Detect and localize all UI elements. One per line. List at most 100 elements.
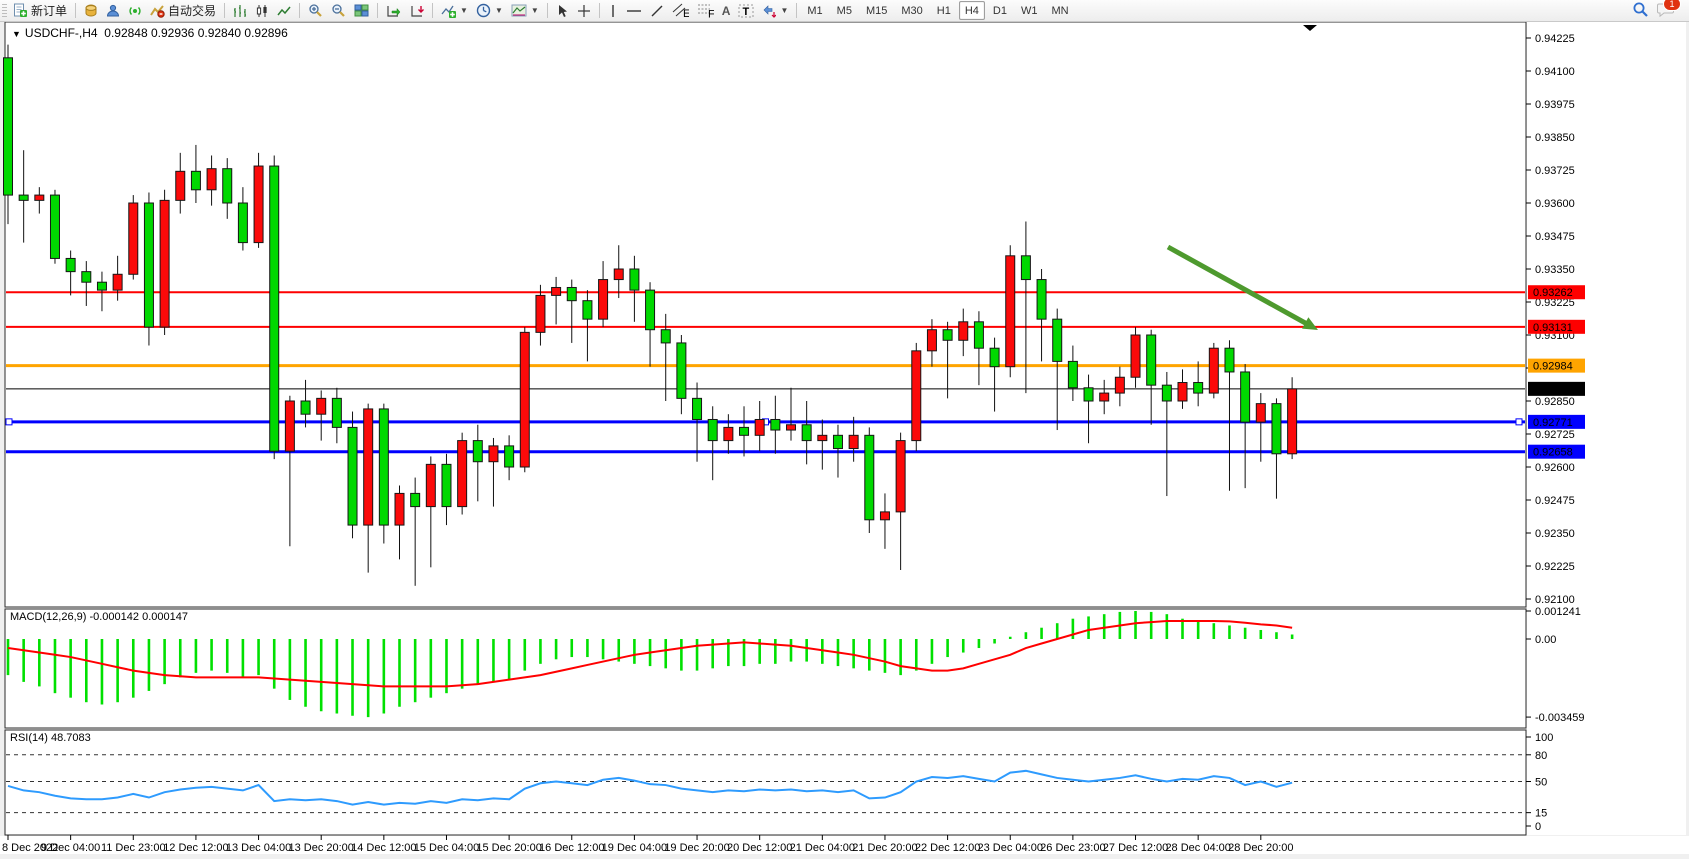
timeframe-button-M1[interactable]: M1 (807, 4, 823, 17)
chart-title[interactable]: ▼ USDCHF-,H4 0.92848 0.92936 0.92840 0.92… (12, 26, 288, 40)
line-selection-handle[interactable] (5, 418, 13, 426)
line-chart-icon (277, 4, 291, 18)
crosshair-icon (577, 4, 591, 18)
search-icon[interactable] (1632, 1, 1649, 21)
periods-button[interactable]: ▼ (472, 1, 507, 21)
accounts-button[interactable] (102, 1, 124, 21)
main-chart-panel[interactable] (4, 21, 1527, 608)
time-axis-label: 19 Dec 04:00 (602, 842, 667, 854)
time-axis-label: 12 Dec 12:00 (163, 842, 228, 854)
toolbar-separator (546, 3, 548, 18)
bear-candle (1193, 382, 1204, 394)
price-axis-tick-label: 0.92850 (1535, 396, 1575, 408)
bull-candle (1130, 334, 1141, 378)
auto-trading-toggle[interactable]: 自动交易 (146, 1, 220, 21)
new-order-button[interactable]: 新订单 (9, 1, 71, 21)
timeframe-button-M15[interactable]: M15 (865, 4, 888, 17)
price-tag-box (1528, 414, 1585, 429)
bear-candle (645, 289, 656, 331)
bull-candle (284, 400, 295, 452)
crosshair-tool-button[interactable] (573, 1, 595, 21)
price-axis-tick-label: 0.93225 (1535, 297, 1575, 309)
bull-candle (1208, 347, 1219, 394)
price-tag-box (1528, 444, 1585, 459)
toolbar-separator (796, 3, 798, 18)
timeframe-button-M30[interactable]: M30 (901, 4, 923, 17)
price-axis-tick-label: 0.92725 (1535, 429, 1575, 441)
rsi-axis-label: 15 (1535, 808, 1547, 820)
trendline-tool-button[interactable] (646, 1, 668, 21)
bull-candle (535, 294, 546, 333)
notifications-button[interactable]: 1 (1657, 0, 1681, 20)
dropdown-caret: ▼ (460, 6, 468, 15)
trend-arrow-line[interactable] (1166, 244, 1311, 328)
text-icon: A (721, 3, 731, 18)
timeframe-button-H4[interactable]: H4 (958, 1, 985, 20)
arrows-tool-button[interactable]: ▼ (758, 1, 792, 21)
fibonacci-tool-button[interactable]: F (693, 1, 718, 21)
timeframe-button-W1[interactable]: W1 (1020, 4, 1038, 17)
bull-candle (394, 492, 405, 526)
vertical-line-tool-button[interactable] (604, 1, 622, 21)
line-selection-handle[interactable] (1515, 418, 1523, 426)
bull-candle (112, 273, 123, 291)
signal-icon (128, 4, 142, 18)
timeframe-button-M5[interactable]: M5 (836, 4, 852, 17)
indicators-icon (441, 4, 457, 18)
bull-candle (1255, 403, 1266, 423)
bear-candle (660, 329, 671, 344)
bear-candle (18, 194, 29, 201)
arrows-icon (762, 4, 777, 18)
notification-badge: 1 (1663, 0, 1681, 11)
price-axis-tick-label: 0.92475 (1535, 495, 1575, 507)
bull-candle (363, 408, 374, 526)
market-watch-button[interactable] (80, 1, 102, 21)
timeframe-button-H1[interactable]: H1 (936, 4, 951, 17)
candlestick-mode-button[interactable] (251, 1, 273, 21)
auto-scroll-button[interactable] (382, 1, 405, 21)
indicators-button[interactable]: ▼ (437, 1, 472, 21)
cursor-tool-button[interactable] (552, 1, 573, 21)
bull-candle (1287, 388, 1298, 455)
macd-panel[interactable] (4, 608, 1527, 729)
bull-candle (786, 424, 796, 431)
price-axis-tick-label: 0.92600 (1535, 462, 1575, 474)
chart-shift-button[interactable] (405, 1, 428, 21)
time-axis-label: 26 Dec 23:00 (1040, 842, 1105, 854)
bear-candle (81, 271, 92, 283)
label-tool-button[interactable]: T (734, 1, 758, 21)
price-tag-label: 0.92896 (1533, 384, 1573, 396)
zoom-out-icon (331, 3, 346, 18)
time-axis-label: 9 Dec 04:00 (41, 842, 100, 854)
bull-candle (895, 440, 906, 513)
price-tag-label: 0.93131 (1533, 322, 1573, 334)
line-chart-mode-button[interactable] (273, 1, 295, 21)
trend-arrow-head[interactable] (1302, 317, 1318, 330)
bar-chart-mode-button[interactable] (229, 1, 251, 21)
tile-windows-icon (354, 4, 369, 17)
bull-candle (175, 170, 186, 201)
svg-text:F: F (708, 9, 714, 19)
timeframe-group: M1 M5 M15 M30 H1 H4 D1 W1 MN (801, 1, 1074, 20)
time-axis-label: 8 Dec 2022 (2, 842, 58, 854)
bear-candle (190, 170, 201, 191)
timeframe-button-MN[interactable]: MN (1051, 4, 1069, 17)
price-axis-tick-label: 0.92225 (1535, 561, 1575, 573)
bull-candle (754, 418, 765, 436)
rsi-axis-label: 100 (1535, 732, 1553, 744)
signals-button[interactable] (124, 1, 146, 21)
toolbar-grip (2, 3, 7, 18)
templates-button[interactable]: ▼ (507, 1, 543, 21)
toolbar-separator (432, 3, 434, 18)
zoom-in-button[interactable] (304, 1, 327, 21)
text-tool-button[interactable]: A (718, 1, 735, 21)
zoom-out-button[interactable] (327, 1, 350, 21)
tile-windows-button[interactable] (350, 1, 373, 21)
rsi-panel[interactable] (4, 729, 1527, 836)
horizontal-line-tool-button[interactable] (622, 1, 646, 21)
svg-text:E: E (683, 8, 689, 18)
bear-candle (942, 329, 953, 341)
timeframe-button-D1[interactable]: D1 (992, 4, 1007, 17)
equidistant-channel-tool-button[interactable]: E (668, 1, 693, 21)
